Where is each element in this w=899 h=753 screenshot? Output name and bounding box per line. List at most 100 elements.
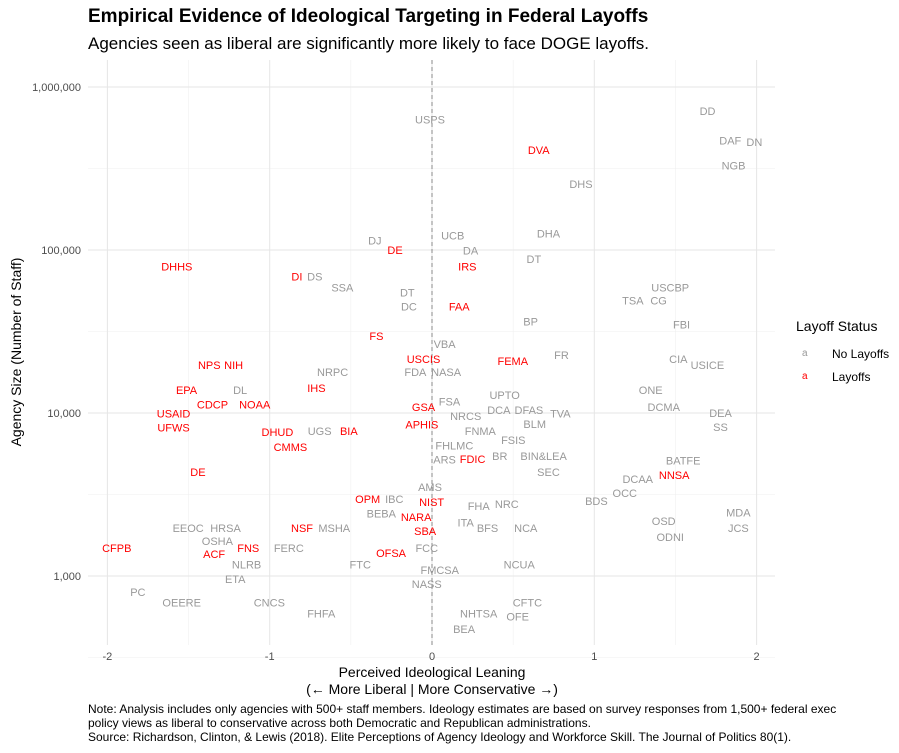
point-label-no-layoffs: EEOC (173, 523, 204, 535)
point-label-no-layoffs: SEC (537, 467, 560, 479)
point-label-no-layoffs: PC (130, 587, 145, 599)
point-label-no-layoffs: DEA (709, 408, 732, 420)
point-label-layoffs: NARA (401, 512, 432, 524)
point-label-no-layoffs: NHTSA (460, 608, 498, 620)
point-label-no-layoffs: BATFE (666, 456, 701, 468)
point-label-no-layoffs: FTC (350, 559, 371, 571)
point-label-no-layoffs: ITA (458, 517, 475, 529)
point-label-no-layoffs: BFS (477, 523, 498, 535)
point-label-no-layoffs: BDS (585, 496, 608, 508)
point-label-no-layoffs: TSA (622, 295, 644, 307)
x-axis-subtitle: (← More Liberal | More Conservative →) (306, 681, 558, 697)
point-label-no-layoffs: CG (650, 295, 667, 307)
point-label-layoffs: SBA (414, 526, 437, 538)
point-label-no-layoffs: FSIS (501, 435, 525, 447)
point-label-layoffs: DHUD (262, 427, 294, 439)
point-label-layoffs: FS (369, 331, 383, 343)
point-label-layoffs: NIST (419, 497, 444, 509)
point-label-no-layoffs: OEERE (162, 597, 201, 609)
point-label-no-layoffs: USCBP (651, 282, 689, 294)
point-label-no-layoffs: DAF (719, 135, 741, 147)
point-label-layoffs: NPS (198, 360, 221, 372)
point-label-no-layoffs: TVA (550, 409, 571, 421)
point-label-no-layoffs: NRPC (317, 367, 348, 379)
point-label-no-layoffs: ARS (433, 454, 456, 466)
y-tick-label: 100,000 (41, 245, 81, 257)
point-label-layoffs: FEMA (497, 356, 528, 368)
point-label-no-layoffs: FR (554, 350, 569, 362)
point-label-no-layoffs: OCC (613, 488, 638, 500)
source-line: Source: Richardson, Clinton, & Lewis (20… (88, 730, 792, 744)
point-label-no-layoffs: SSA (331, 282, 354, 294)
point-label-no-layoffs: BIN&LEA (520, 451, 567, 463)
point-label-no-layoffs: FCC (415, 543, 438, 555)
point-label-no-layoffs: FHA (468, 501, 491, 513)
point-label-no-layoffs: ODNI (656, 532, 684, 544)
point-label-no-layoffs: DFAS (515, 405, 544, 417)
point-label-no-layoffs: BLM (523, 419, 546, 431)
point-label-no-layoffs: BR (492, 451, 507, 463)
point-label-layoffs: NIH (224, 360, 243, 372)
x-axis-title: Perceived Ideological Leaning (339, 664, 526, 680)
point-label-no-layoffs: FSA (439, 396, 461, 408)
point-label-no-layoffs: DHA (537, 229, 561, 241)
point-label-no-layoffs: BP (523, 316, 538, 328)
legend-key: a (802, 371, 808, 382)
point-label-layoffs: IRS (458, 262, 476, 274)
point-label-no-layoffs: VBA (434, 339, 457, 351)
point-label-no-layoffs: NRCS (450, 411, 481, 423)
point-label-layoffs: OFSA (376, 548, 407, 560)
axes: -2 -1 0 1 2 1,000 10,000 100,000 1,000,000 Percei… (8, 60, 760, 697)
y-axis-title: Agency Size (Number of Staff) (8, 258, 24, 447)
point-label-no-layoffs: DS (307, 271, 322, 283)
point-label-layoffs: CFPB (102, 543, 131, 555)
point-label-no-layoffs: DCAA (622, 474, 653, 486)
point-label-no-layoffs: DN (746, 137, 762, 149)
point-label-no-layoffs: FERC (274, 543, 304, 555)
point-label-layoffs: IHS (307, 383, 325, 395)
point-label-layoffs: DHHS (161, 262, 192, 274)
point-label-no-layoffs: DCA (487, 405, 511, 417)
x-tick-label: -2 (103, 651, 113, 663)
point-label-layoffs: FDIC (460, 454, 486, 466)
y-tick-label: 1,000 (53, 571, 81, 583)
legend-label: No Layoffs (832, 346, 890, 361)
point-label-no-layoffs: NCUA (504, 559, 536, 571)
point-label-no-layoffs: BEA (453, 624, 476, 636)
point-label-no-layoffs: USPS (415, 115, 445, 127)
point-label-no-layoffs: FHLMC (435, 440, 473, 452)
point-label-layoffs: USAID (157, 409, 191, 421)
point-label-layoffs: DVA (528, 145, 550, 157)
point-label-layoffs: DE (387, 245, 402, 257)
point-label-no-layoffs: DHS (569, 179, 592, 191)
point-label-layoffs: DE (190, 467, 205, 479)
point-label-no-layoffs: UPTO (489, 390, 520, 402)
point-label-no-layoffs: FNMA (465, 426, 497, 438)
point-label-layoffs: FAA (449, 302, 470, 314)
legend-item-layoffs: a Layoffs (796, 365, 889, 388)
point-label-no-layoffs: FDA (404, 367, 427, 379)
point-label-no-layoffs: DCMA (648, 402, 681, 414)
point-label-no-layoffs: NLRB (232, 559, 261, 571)
point-label-no-layoffs: NASS (412, 579, 442, 591)
point-label-no-layoffs: UCB (441, 230, 464, 242)
x-tick-label: 0 (429, 651, 435, 663)
point-label-layoffs: CMMS (274, 442, 308, 454)
point-label-layoffs: NOAA (239, 399, 271, 411)
chart-subtitle: Agencies seen as liberal are significant… (88, 34, 649, 53)
point-label-layoffs: FNS (237, 543, 259, 555)
point-label-no-layoffs: DT (527, 254, 542, 266)
chart-note: Note: Analysis includes only agencies wi… (88, 702, 899, 744)
point-label-no-layoffs: DA (463, 246, 479, 258)
point-label-no-layoffs: HRSA (210, 523, 241, 535)
x-tick-label: 1 (591, 651, 597, 663)
point-label-no-layoffs: OFE (506, 611, 529, 623)
chart-title: Empirical Evidence of Ideological Target… (88, 6, 649, 27)
point-label-no-layoffs: CFTC (513, 597, 542, 609)
point-label-no-layoffs: BEBA (367, 509, 397, 521)
point-label-layoffs: BIA (340, 426, 358, 438)
point-label-no-layoffs: NCA (514, 523, 538, 535)
